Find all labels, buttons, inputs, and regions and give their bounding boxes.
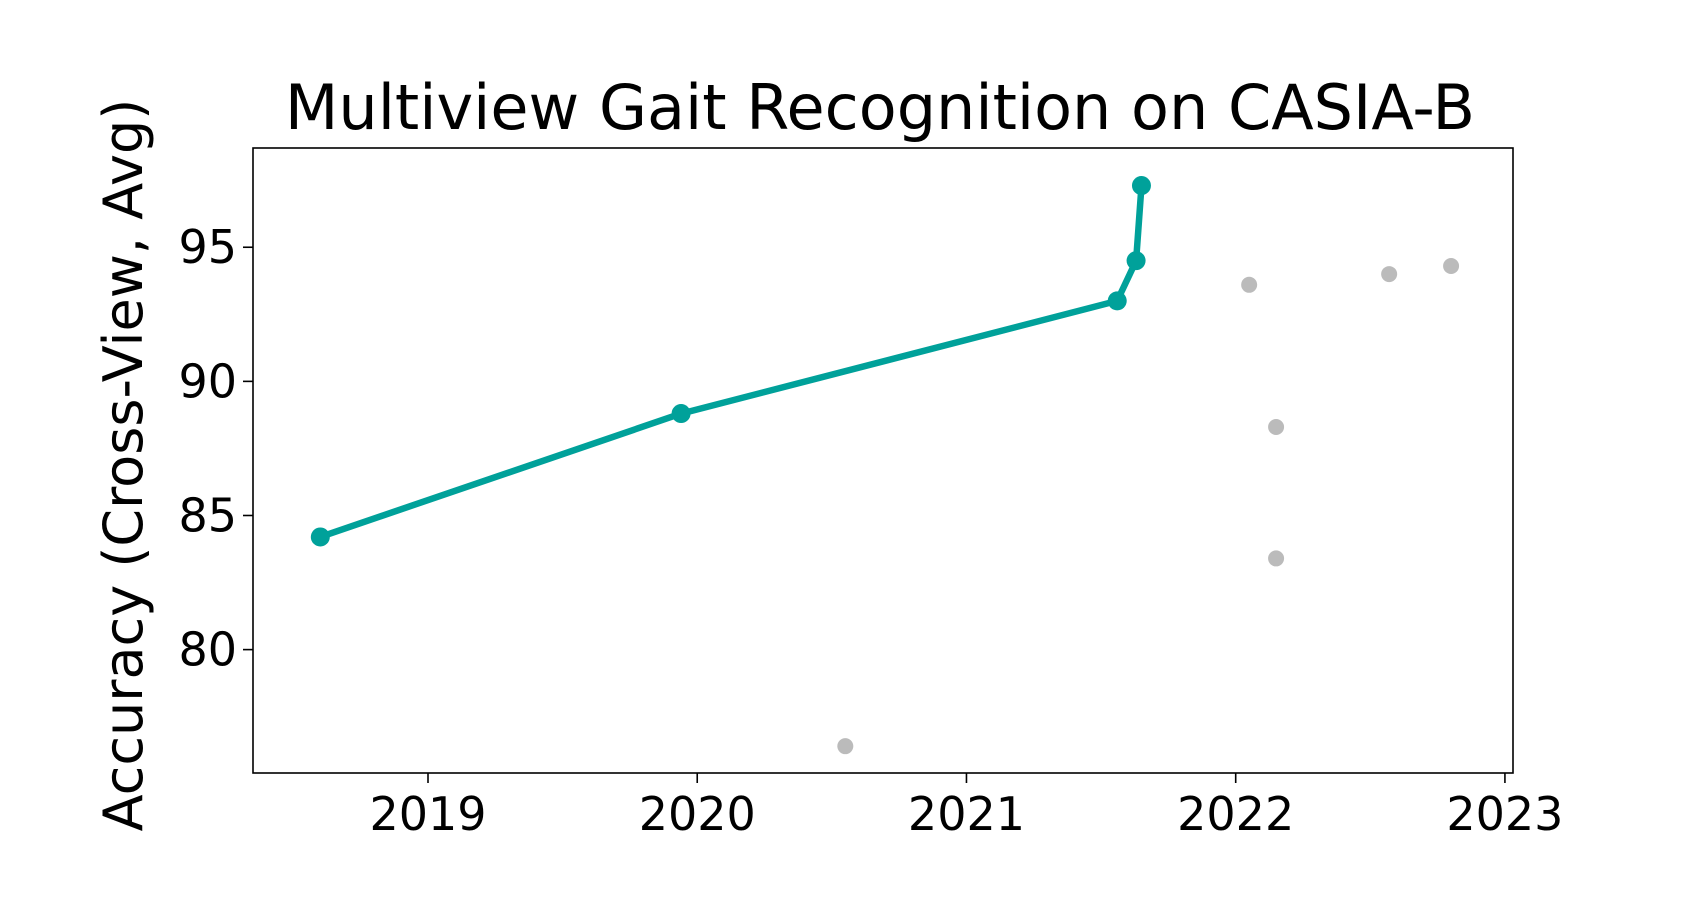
x-tick-label: 2022	[1177, 787, 1294, 841]
data-point	[310, 527, 330, 547]
x-tick-label: 2020	[639, 787, 756, 841]
data-point	[1126, 251, 1146, 271]
x-tick-label: 2023	[1446, 787, 1563, 841]
plot-area: 2019 2020 2021 2022 2023 80 85 90 95	[178, 147, 1563, 841]
chart-title: Multiview Gait Recognition on CASIA-B	[285, 71, 1475, 144]
data-point-other	[1443, 258, 1460, 275]
x-tick-label: 2021	[908, 787, 1025, 841]
data-point-other	[1241, 276, 1258, 293]
data-point-other	[837, 738, 854, 755]
series-line	[317, 182, 1145, 541]
data-point-other	[1268, 550, 1285, 567]
x-tick-label: 2019	[369, 787, 486, 841]
data-point	[1131, 176, 1151, 196]
y-axis-label: Accuracy (Cross-View, Avg)	[92, 99, 155, 832]
y-tick-label: 90	[178, 354, 237, 408]
data-point-other	[1381, 266, 1398, 283]
y-tick-label: 95	[178, 220, 237, 274]
data-point	[671, 404, 691, 424]
data-point	[1107, 291, 1127, 311]
y-tick-label: 80	[178, 623, 237, 677]
plot-frame	[252, 147, 1514, 774]
y-tick-label: 85	[178, 488, 237, 542]
data-point-other	[1268, 418, 1285, 435]
